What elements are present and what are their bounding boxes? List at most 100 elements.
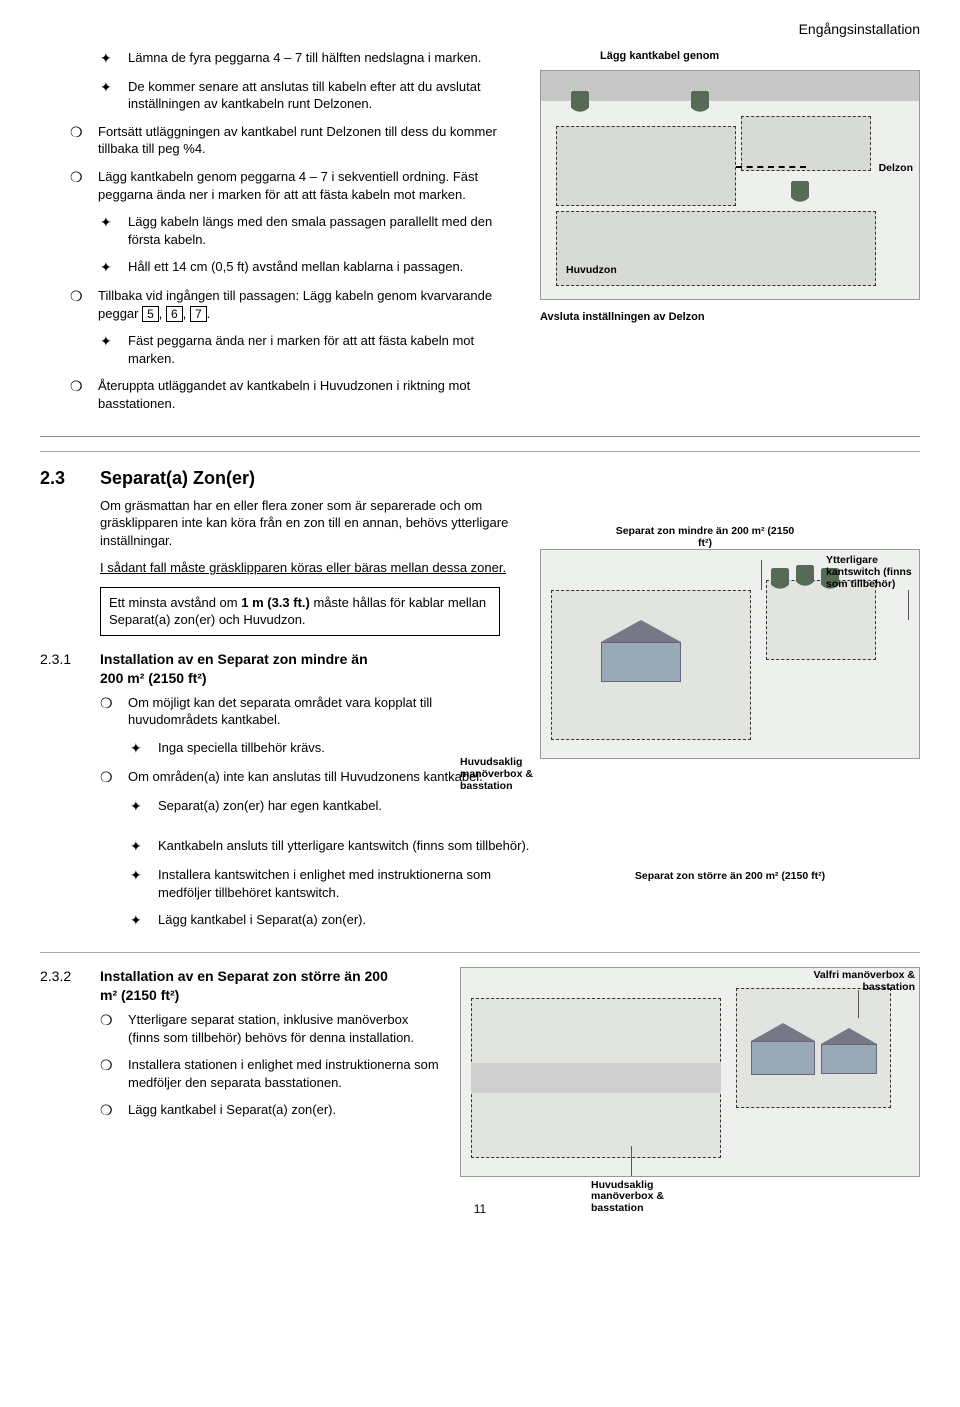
sub-title-block: Installation av en Separat zon större än… (100, 967, 388, 1005)
item-text: Separat(a) zon(er) har egen kantkabel. (158, 797, 382, 816)
box-pre: Ett minsta avstånd om (109, 595, 241, 610)
label-main-box: Huvudsaklig manöverbox & basstation (460, 757, 570, 792)
list-item: ✦ Håll ett 14 cm (0,5 ft) avstånd mellan… (40, 258, 520, 277)
circle-icon: ❍ (100, 768, 128, 787)
list-item: ❍ Fortsätt utläggningen av kantkabel run… (40, 123, 520, 158)
list-item: ❍ Lägg kantkabeln genom peggarna 4 – 7 i… (40, 168, 520, 203)
label-optional-box: Valfri manöverbox & basstation (785, 970, 915, 993)
item-text: Fortsätt utläggningen av kantkabel runt … (98, 123, 520, 158)
label-small-zone: Separat zon mindre än 200 m² (2150 ft²) (610, 526, 800, 549)
list-item: ✦ Lämna de fyra peggarna 4 – 7 till hälf… (40, 49, 520, 68)
item-text: Inga speciella tillbehör krävs. (158, 739, 325, 758)
sec23-right: Separat zon mindre än 200 m² (2150 ft²) … (540, 466, 920, 825)
sec231-tail: ✦ Installera kantswitchen i enlighet med… (40, 866, 920, 940)
item-text: Om områden(a) inte kan anslutas till Huv… (128, 768, 483, 787)
list-item: ✦ Kantkabeln ansluts till ytterligare ka… (40, 837, 600, 856)
star-icon: ✦ (130, 739, 158, 758)
key-ref: 6 (166, 306, 183, 322)
circle-icon: ❍ (70, 123, 98, 158)
diagram-separate-zones: Ytterligare kantswitch (finns som tillbe… (540, 549, 920, 759)
circle-icon: ❍ (100, 1101, 128, 1120)
item-text: Håll ett 14 cm (0,5 ft) avstånd mellan k… (128, 258, 463, 277)
list-item: ❍ Ytterligare separat station, inklusive… (40, 1011, 440, 1046)
list-item: ❍ Om möjligt kan det separata området va… (40, 694, 520, 729)
page-number: 11 (40, 1201, 920, 1217)
divider (40, 436, 920, 437)
paragraph: Om gräsmattan har en eller flera zoner s… (100, 497, 520, 550)
star-icon: ✦ (100, 78, 128, 113)
subsection-heading: 2.3.1 Installation av en Separat zon min… (40, 650, 520, 688)
circle-icon: ❍ (70, 168, 98, 203)
sub-title-block: Installation av en Separat zon mindre än… (100, 650, 368, 688)
box-bold: 1 m (3.3 ft.) (241, 595, 310, 610)
sec-title: Separat(a) Zon(er) (100, 466, 255, 490)
sub-title-line2: 200 m² (2150 ft²) (100, 669, 368, 688)
item-text: Lägg kabeln längs med den smala passagen… (128, 213, 520, 248)
star-icon: ✦ (130, 797, 158, 816)
circle-icon: ❍ (70, 377, 98, 412)
sub-num: 2.3.2 (40, 967, 82, 986)
info-box: Ett minsta avstånd om 1 m (3.3 ft.) måst… (100, 587, 500, 636)
key-ref: 5 (142, 306, 159, 322)
page-category: Engångsinstallation (40, 20, 920, 39)
circle-icon: ❍ (70, 287, 98, 322)
list-item: ❍ Lägg kantkabel i Separat(a) zon(er). (40, 1101, 440, 1120)
list-item: ❍ Återuppta utläggandet av kantkabeln i … (40, 377, 520, 412)
item-text: Tillbaka vid ingången till passagen: Läg… (98, 287, 520, 322)
item-text: Fäst peggarna ända ner i marken för att … (128, 332, 520, 367)
list-item: ✦ Lägg kantkabel i Separat(a) zon(er). (40, 911, 520, 930)
key-ref: 7 (190, 306, 207, 322)
item-text: Kantkabeln ansluts till ytterligare kant… (158, 837, 529, 856)
item-text: Lämna de fyra peggarna 4 – 7 till hälfte… (128, 49, 481, 68)
star-icon: ✦ (130, 866, 158, 901)
label-main-box: Huvudsaklig manöverbox & basstation (591, 1180, 701, 1215)
top-section: ✦ Lämna de fyra peggarna 4 – 7 till hälf… (40, 49, 920, 422)
list-item: ❍ Om områden(a) inte kan anslutas till H… (40, 768, 520, 787)
sec232-left: 2.3.2 Installation av en Separat zon stö… (40, 967, 440, 1183)
sub-title-line1: Installation av en Separat zon större än… (100, 967, 388, 986)
item-text: Ytterligare separat station, inklusive m… (128, 1011, 440, 1046)
diagram-delzone: Delzon Huvudzon (540, 70, 920, 300)
list-item: ✦ Separat(a) zon(er) har egen kantkabel. (40, 797, 520, 816)
sec23-left: 2.3 Separat(a) Zon(er) Om gräsmattan har… (40, 466, 520, 825)
fig-title: Lägg kantkabel genom (600, 49, 920, 64)
label-huvudzon: Huvudzon (566, 263, 617, 277)
circle-icon: ❍ (100, 694, 128, 729)
star-icon: ✦ (130, 911, 158, 930)
star-icon: ✦ (100, 49, 128, 68)
star-icon: ✦ (100, 332, 128, 367)
text-post: . (207, 306, 211, 321)
sub-title-line2: m² (2150 ft²) (100, 986, 388, 1005)
list-item: ✦ Installera kantswitchen i enlighet med… (40, 866, 520, 901)
top-figure-col: Lägg kantkabel genom Delzon Huvudzon Avs… (540, 49, 920, 422)
paragraph-underline: I sådant fall måste gräsklipparen köras … (100, 559, 520, 577)
item-text: Lägg kantkabel i Separat(a) zon(er). (128, 1101, 336, 1120)
list-item: ❍ Tillbaka vid ingången till passagen: L… (40, 287, 520, 322)
fig-finish-label: Avsluta inställningen av Delzon (540, 310, 920, 325)
sub-title-line1: Installation av en Separat zon mindre än (100, 650, 368, 669)
star-icon: ✦ (100, 213, 128, 248)
star-icon: ✦ (100, 258, 128, 277)
divider (40, 952, 920, 953)
item-text: Om möjligt kan det separata området vara… (128, 694, 520, 729)
item-text: Återuppta utläggandet av kantkabeln i Hu… (98, 377, 520, 412)
divider (40, 451, 920, 452)
diagram-large-zone: Valfri manöverbox & basstation Huvudsakl… (460, 967, 920, 1177)
sec-num: 2.3 (40, 466, 82, 490)
list-item: ✦ Fäst peggarna ända ner i marken för at… (40, 332, 520, 367)
circle-icon: ❍ (100, 1011, 128, 1046)
list-item: ✦ De kommer senare att anslutas till kab… (40, 78, 520, 113)
item-text: Lägg kantkabeln genom peggarna 4 – 7 i s… (98, 168, 520, 203)
sec232-right: Valfri manöverbox & basstation Huvudsakl… (460, 967, 920, 1183)
item-text: Installera stationen i enlighet med inst… (128, 1056, 440, 1091)
circle-icon: ❍ (100, 1056, 128, 1091)
list-item: ✦ Lägg kabeln längs med den smala passag… (40, 213, 520, 248)
item-text: Lägg kantkabel i Separat(a) zon(er). (158, 911, 366, 930)
top-left: ✦ Lämna de fyra peggarna 4 – 7 till hälf… (40, 49, 520, 422)
label-switch: Ytterligare kantswitch (finns som tillbe… (826, 555, 921, 590)
subsection-heading: 2.3.2 Installation av en Separat zon stö… (40, 967, 440, 1005)
item-text: Installera kantswitchen i enlighet med i… (158, 866, 520, 901)
label-delzon: Delzon (879, 161, 913, 175)
section-heading: 2.3 Separat(a) Zon(er) (40, 466, 520, 490)
list-item: ✦ Inga speciella tillbehör krävs. (40, 739, 520, 758)
